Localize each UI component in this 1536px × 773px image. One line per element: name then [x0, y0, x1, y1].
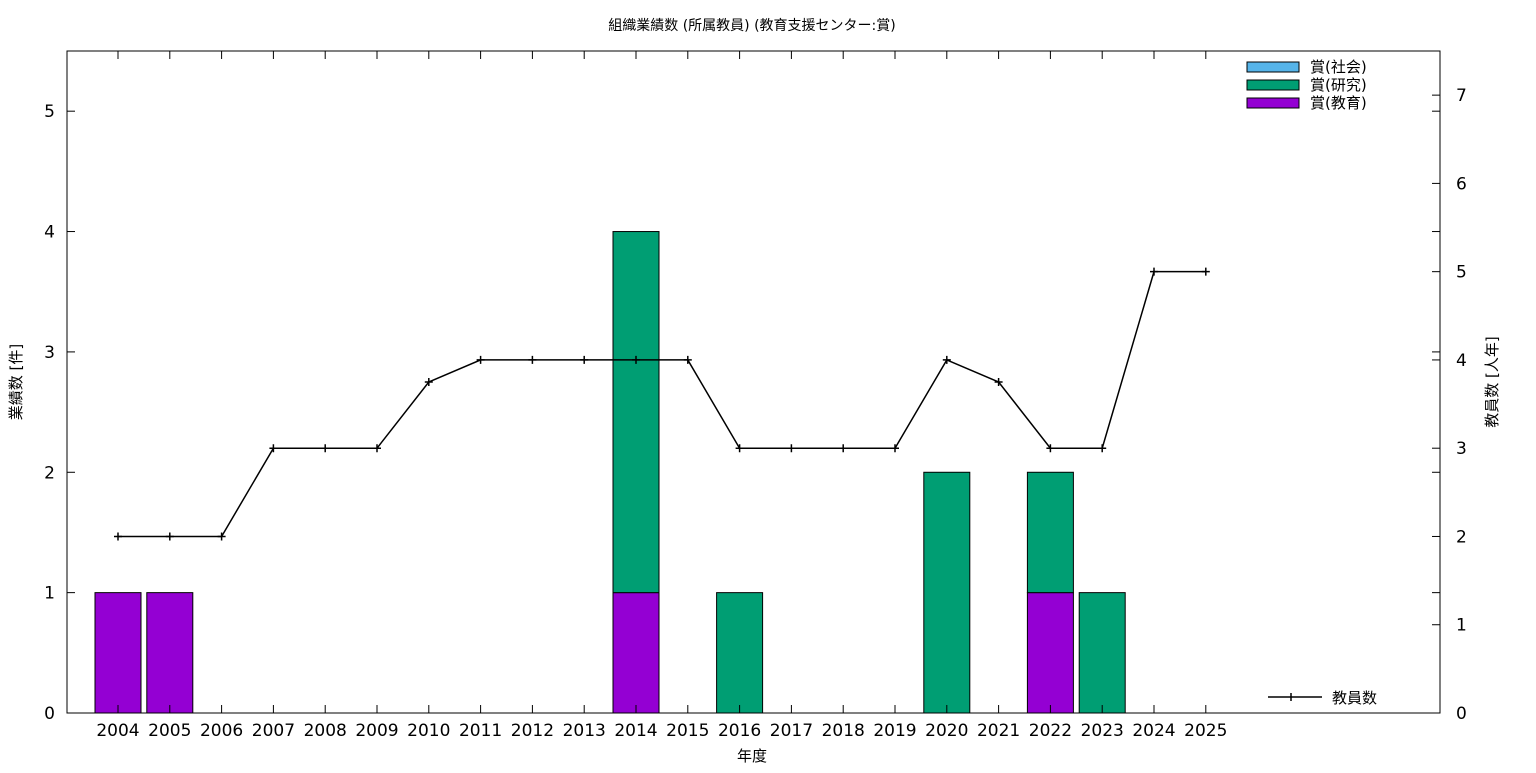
- x-tick-label-2020: 2020: [925, 721, 968, 741]
- x-tick-label-2025: 2025: [1184, 721, 1227, 741]
- y-tick-label-2: 2: [44, 463, 55, 483]
- x-tick-label-2021: 2021: [977, 721, 1020, 741]
- y2-axis-ticks: 0 1 2 3 4 5 6 7: [1432, 86, 1467, 724]
- y2-tick-label-2: 2: [1456, 527, 1467, 547]
- legend-swatch-1: [1246, 79, 1300, 91]
- legend-line-label: 教員数: [1332, 689, 1377, 707]
- x-tick-label-2006: 2006: [200, 721, 243, 741]
- bar-2005-series-0: [146, 592, 194, 714]
- y2-tick-label-4: 4: [1456, 351, 1467, 371]
- staff-count-point-2015: [683, 355, 692, 364]
- staff-count-point-2024: [1150, 267, 1158, 276]
- staff-count-point-2017: [787, 444, 796, 453]
- legend-label-2: 賞(教育): [1310, 94, 1367, 112]
- staff-count-point-2025: [1201, 267, 1210, 276]
- x-tick-label-2019: 2019: [873, 721, 916, 741]
- bars-layer: [94, 231, 1126, 714]
- x-tick-label-2011: 2011: [459, 721, 502, 741]
- y2-tick-label-7: 7: [1456, 86, 1467, 106]
- x-tick-label-2007: 2007: [252, 721, 295, 741]
- staff-count-point-2014: [632, 355, 640, 364]
- bar-2020-series-1: [923, 471, 971, 714]
- x-tick-label-2016: 2016: [718, 721, 761, 741]
- x-tick-label-2018: 2018: [822, 721, 865, 741]
- staff-count-point-2019: [891, 444, 899, 453]
- chart-title: 組織業績数 (所属教員) (教育支援センター:賞): [608, 18, 895, 34]
- staff-count-point-2007: [269, 444, 278, 453]
- y2-tick-label-1: 1: [1456, 616, 1467, 636]
- legend-label-0: 賞(社会): [1310, 58, 1367, 76]
- staff-count-point-2023: [1098, 444, 1107, 453]
- y-tick-label-1: 1: [44, 584, 55, 604]
- x-tick-label-2010: 2010: [407, 721, 450, 741]
- staff-count-point-2022: [1046, 444, 1055, 453]
- staff-count-point-2009: [373, 444, 381, 453]
- y2-axis-label: 教員数 [人年]: [1483, 336, 1501, 427]
- bar-2014-series-1: [612, 231, 660, 594]
- bar-2022-series-0: [1026, 592, 1074, 714]
- x-tick-label-2012: 2012: [511, 721, 554, 741]
- y-tick-label-3: 3: [44, 343, 55, 363]
- plot-frame: [66, 50, 1441, 714]
- y-axis-label: 業績数 [件]: [7, 344, 25, 420]
- staff-count-point-2008: [321, 444, 330, 453]
- staff-count-point-2006: [217, 532, 226, 541]
- x-axis-label: 年度: [737, 747, 767, 765]
- staff-count-point-2013: [580, 355, 589, 364]
- x-tick-label-2013: 2013: [563, 721, 606, 741]
- legend: 賞(社会)賞(研究)賞(教育) 教員数: [1246, 58, 1377, 707]
- bar-2016-series-1: [716, 592, 764, 714]
- x-axis-ticks: 2004 2005 2006 2007 2008 2009 2010 2011 2012 2013…: [96, 51, 1227, 741]
- x-tick-label-2008: 2008: [304, 721, 347, 741]
- staff-count-line: [118, 270, 1206, 538]
- legend-swatch-0: [1246, 61, 1300, 73]
- x-tick-label-2024: 2024: [1132, 721, 1175, 741]
- bar-2004-series-0: [94, 592, 142, 714]
- x-tick-label-2004: 2004: [96, 721, 139, 741]
- x-tick-label-2005: 2005: [148, 721, 191, 741]
- staff-count-point-2004: [114, 532, 122, 541]
- y-tick-label-5: 5: [44, 102, 55, 122]
- y2-tick-label-0: 0: [1456, 704, 1467, 724]
- staff-count-point-2005: [165, 532, 174, 541]
- staff-count-point-2012: [528, 355, 537, 364]
- y2-tick-label-6: 6: [1456, 174, 1467, 194]
- bar-2022-series-1: [1026, 471, 1074, 594]
- x-tick-label-2015: 2015: [666, 721, 709, 741]
- staff-count-point-2011: [476, 355, 485, 364]
- staff-count-point-2018: [839, 444, 848, 453]
- bar-2014-series-0: [612, 592, 660, 714]
- staff-count-point-2020: [942, 355, 951, 364]
- x-tick-label-2023: 2023: [1081, 721, 1124, 741]
- x-tick-label-2014: 2014: [614, 721, 657, 741]
- staff-count-point-2016: [735, 444, 744, 453]
- x-tick-label-2009: 2009: [355, 721, 398, 741]
- y2-tick-label-3: 3: [1456, 439, 1467, 459]
- y-tick-label-0: 0: [44, 704, 55, 724]
- y2-tick-label-5: 5: [1456, 263, 1467, 283]
- legend-label-1: 賞(研究): [1310, 76, 1367, 94]
- staff-count-point-2010: [424, 378, 433, 386]
- x-tick-label-2022: 2022: [1029, 721, 1072, 741]
- staff-count-point-2021: [994, 378, 1003, 386]
- staff-count-line-layer: [114, 267, 1210, 541]
- y-axis-ticks: 0 1 2 3 4 5: [44, 102, 1440, 724]
- legend-swatch-2: [1246, 97, 1300, 109]
- x-tick-label-2017: 2017: [770, 721, 813, 741]
- bar-2023-series-1: [1078, 592, 1126, 714]
- y-tick-label-4: 4: [44, 223, 55, 243]
